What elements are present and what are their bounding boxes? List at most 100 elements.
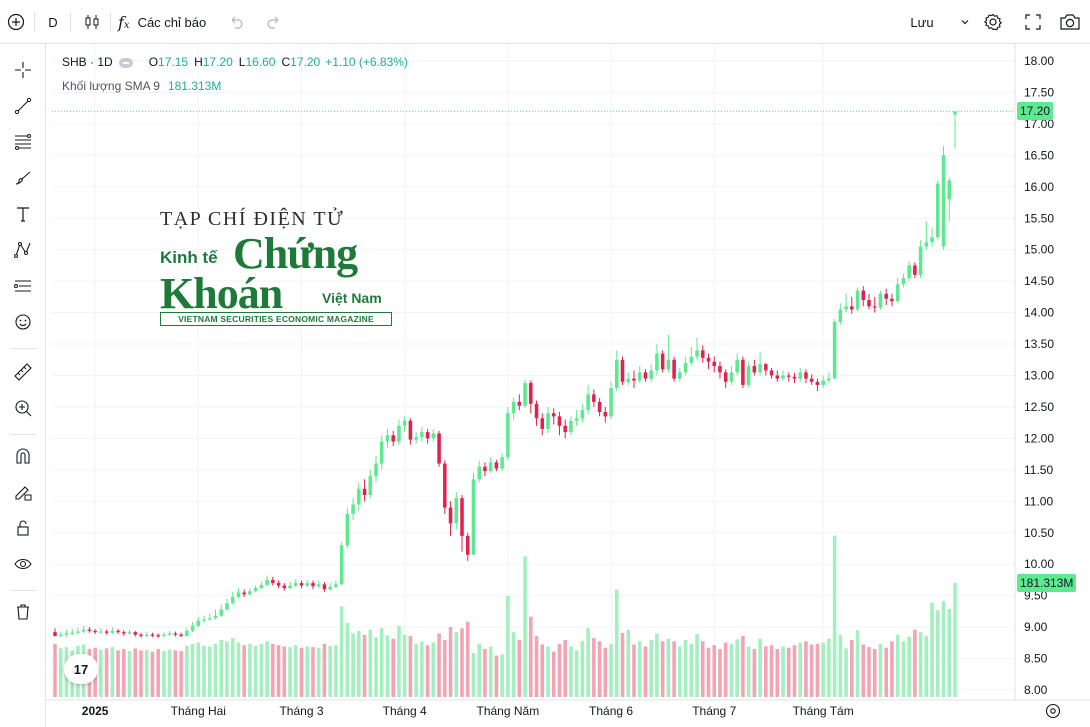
volume-bar bbox=[173, 650, 178, 697]
ruler-icon[interactable] bbox=[8, 358, 38, 386]
fullscreen-icon[interactable] bbox=[1020, 8, 1046, 36]
magnet-icon[interactable] bbox=[8, 442, 38, 470]
volume-bar bbox=[506, 595, 510, 697]
volume-bar bbox=[712, 645, 717, 697]
candle-body bbox=[213, 615, 218, 619]
volume-bar bbox=[890, 641, 894, 697]
save-button[interactable]: Lưu bbox=[910, 14, 934, 30]
open-value: 17.15 bbox=[158, 55, 189, 69]
candle-body bbox=[775, 375, 780, 379]
candle-body bbox=[534, 403, 539, 419]
undo-icon[interactable] bbox=[226, 8, 246, 36]
axis-settings-icon[interactable] bbox=[1044, 702, 1064, 722]
volume-bar bbox=[156, 649, 160, 697]
volume-bar bbox=[723, 642, 728, 697]
candle-body bbox=[53, 632, 57, 636]
candle-body bbox=[454, 498, 459, 524]
candle-body bbox=[804, 372, 808, 379]
candles-icon[interactable] bbox=[80, 8, 104, 36]
candle-body bbox=[471, 479, 476, 555]
forecast-icon[interactable] bbox=[8, 272, 38, 300]
chart-grid bbox=[52, 44, 1015, 697]
high-value: 17.20 bbox=[202, 55, 233, 69]
sidebar-divider bbox=[10, 348, 36, 349]
candle-body bbox=[718, 366, 722, 373]
price-tick-label: 12.50 bbox=[1024, 400, 1054, 414]
watermark-chung: Chứng bbox=[233, 229, 358, 278]
candle-body bbox=[769, 370, 774, 376]
volume-bar bbox=[339, 606, 344, 697]
volume-bar bbox=[397, 625, 401, 697]
price-axis: 18.00 17.50 17.00 16.50 16.00 15.50 15.00 14.50… bbox=[46, 44, 1090, 701]
candlesticks bbox=[53, 111, 957, 638]
interval-button[interactable]: D bbox=[48, 14, 58, 30]
settings-gear-icon[interactable] bbox=[980, 8, 1006, 36]
camera-snapshot-icon[interactable] bbox=[1056, 8, 1084, 36]
volume-bar bbox=[660, 641, 665, 697]
fib-icon[interactable] bbox=[8, 128, 38, 156]
candle-body bbox=[368, 476, 373, 496]
candle-body bbox=[850, 306, 854, 310]
volume-bar bbox=[150, 651, 155, 697]
volume-bar bbox=[884, 647, 888, 697]
candle-body bbox=[236, 592, 241, 597]
trash-icon[interactable] bbox=[8, 598, 38, 626]
volume-bar bbox=[465, 621, 470, 697]
candle-body bbox=[156, 635, 160, 637]
volume-bar bbox=[179, 650, 183, 697]
text-icon[interactable] bbox=[8, 200, 38, 228]
emoji-icon[interactable] bbox=[8, 308, 38, 336]
volume-bar bbox=[133, 648, 138, 697]
price-tick-label: 8.00 bbox=[1024, 683, 1048, 697]
candle-body bbox=[379, 441, 384, 464]
close-value: 17.20 bbox=[290, 55, 321, 69]
add-symbol-icon[interactable] bbox=[4, 8, 28, 36]
volume-bar bbox=[930, 602, 934, 697]
eye-icon[interactable] bbox=[8, 550, 38, 578]
volume-bar bbox=[850, 639, 854, 697]
candle-body bbox=[162, 634, 166, 636]
lock-drawings-icon[interactable] bbox=[8, 478, 38, 506]
zoom-in-icon[interactable] bbox=[8, 394, 38, 422]
volume-bar bbox=[637, 641, 642, 697]
crosshair-icon[interactable] bbox=[8, 56, 38, 84]
candle-body bbox=[832, 322, 837, 379]
volume-bar bbox=[592, 638, 596, 697]
candle-body bbox=[248, 591, 252, 595]
drawing-toolbar bbox=[0, 44, 46, 727]
candle-body bbox=[448, 507, 453, 524]
candle-body bbox=[139, 634, 143, 636]
volume-bar bbox=[700, 641, 705, 697]
volume-bar bbox=[511, 632, 516, 697]
candle-body bbox=[695, 350, 699, 357]
volume-bar bbox=[345, 623, 350, 697]
volume-bar bbox=[798, 642, 802, 697]
indicators-button[interactable]: fx Các chỉ báo bbox=[118, 8, 218, 36]
volume-bar bbox=[316, 647, 321, 697]
pattern-icon[interactable] bbox=[8, 236, 38, 264]
unlock-icon[interactable] bbox=[8, 514, 38, 542]
redo-icon[interactable] bbox=[264, 8, 284, 36]
volume-bar bbox=[402, 634, 407, 697]
volume-bar bbox=[362, 634, 367, 697]
candle-body bbox=[586, 394, 590, 411]
symbol-label[interactable]: SHB · 1D bbox=[62, 55, 113, 69]
candle-body bbox=[884, 293, 888, 299]
volume-bar bbox=[775, 649, 780, 697]
volume-bar bbox=[838, 634, 843, 697]
brush-icon[interactable] bbox=[8, 164, 38, 192]
toolbar-divider bbox=[110, 12, 111, 32]
legend-toggle-icon[interactable] bbox=[118, 57, 133, 68]
volume-bar bbox=[127, 650, 132, 697]
volume-bar bbox=[500, 654, 504, 697]
volume-bar bbox=[609, 643, 613, 697]
candle-body bbox=[93, 630, 97, 633]
volume-bar bbox=[764, 646, 768, 697]
close-label: C bbox=[281, 55, 291, 69]
chevron-down-icon[interactable] bbox=[956, 8, 974, 36]
volume-bar bbox=[781, 646, 785, 697]
tradingview-logo[interactable]: 17 bbox=[64, 654, 98, 684]
trend-line-icon[interactable] bbox=[8, 92, 38, 120]
candle-body bbox=[465, 535, 470, 555]
